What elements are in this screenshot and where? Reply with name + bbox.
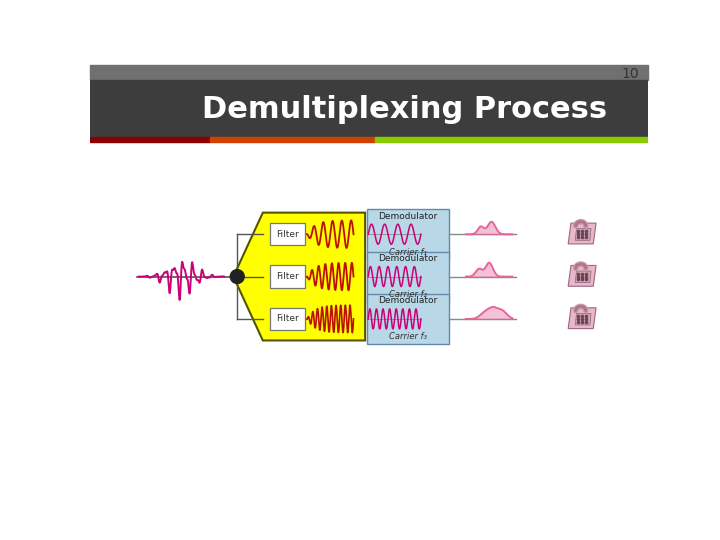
FancyBboxPatch shape bbox=[367, 252, 449, 301]
Polygon shape bbox=[568, 308, 596, 329]
Circle shape bbox=[230, 269, 244, 284]
Text: Demodulator: Demodulator bbox=[379, 212, 438, 221]
FancyBboxPatch shape bbox=[270, 223, 305, 245]
FancyBboxPatch shape bbox=[367, 294, 449, 344]
FancyBboxPatch shape bbox=[367, 209, 449, 259]
Text: Carrier f₃: Carrier f₃ bbox=[389, 333, 427, 341]
Text: Demodulator: Demodulator bbox=[379, 296, 438, 305]
Polygon shape bbox=[568, 223, 596, 244]
Polygon shape bbox=[575, 228, 591, 240]
Text: Demodulator: Demodulator bbox=[379, 254, 438, 263]
Polygon shape bbox=[233, 213, 365, 340]
Polygon shape bbox=[575, 313, 591, 325]
Text: Filter: Filter bbox=[276, 230, 299, 239]
Text: Filter: Filter bbox=[276, 314, 299, 323]
Polygon shape bbox=[575, 271, 591, 282]
FancyBboxPatch shape bbox=[270, 265, 305, 288]
Bar bbox=[90, 137, 210, 142]
Text: 10: 10 bbox=[621, 67, 639, 81]
Text: Filter: Filter bbox=[276, 272, 299, 281]
Bar bbox=[210, 137, 374, 142]
Text: Carrier f₁: Carrier f₁ bbox=[389, 248, 427, 257]
Bar bbox=[90, 65, 648, 80]
Text: Carrier f₂: Carrier f₂ bbox=[389, 290, 427, 299]
Bar bbox=[90, 80, 648, 138]
FancyBboxPatch shape bbox=[270, 308, 305, 330]
Text: Demultiplexing Process: Demultiplexing Process bbox=[202, 95, 608, 124]
Polygon shape bbox=[568, 266, 596, 286]
Bar bbox=[374, 137, 648, 142]
